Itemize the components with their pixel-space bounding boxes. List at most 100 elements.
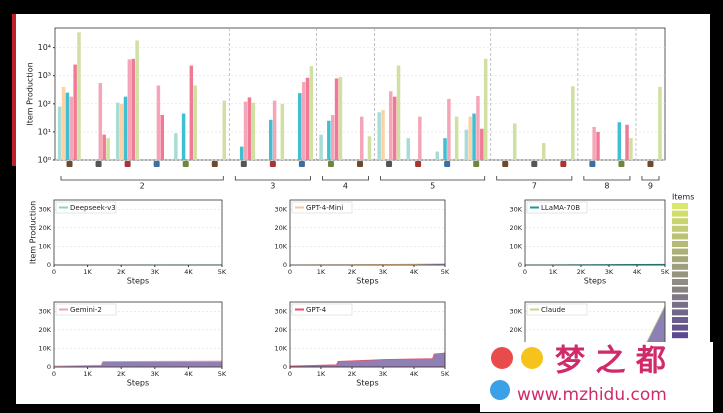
- x-tick-label: 4K: [184, 268, 193, 276]
- watermark-url: www.mzhidu.com: [517, 385, 667, 405]
- group-label: 3: [270, 182, 275, 191]
- group-label: 5: [430, 182, 435, 191]
- bar: [251, 102, 256, 160]
- item-icon: [95, 161, 102, 167]
- group-bracket: [496, 176, 573, 181]
- bar: [77, 32, 81, 160]
- item-icon: [473, 161, 480, 167]
- bar: [193, 85, 197, 160]
- item-icon: [357, 161, 363, 167]
- x-tick-label: 3K: [605, 268, 614, 276]
- x-tick-label: 1K: [317, 268, 326, 276]
- y-tick-label: 10³: [38, 71, 51, 80]
- bar: [381, 110, 385, 160]
- bar: [625, 124, 629, 160]
- y-tick-label: 0: [47, 363, 51, 371]
- bar: [160, 114, 165, 160]
- bar: [472, 113, 476, 160]
- edge-bar: [12, 14, 16, 166]
- x-tick-label: 5K: [441, 370, 450, 378]
- x-tick-label: 2K: [348, 268, 357, 276]
- legend-swatch: [672, 248, 688, 255]
- group-label: 4: [343, 182, 348, 191]
- group-bracket: [322, 176, 369, 181]
- legend-label: LLaMA-70B: [541, 204, 580, 212]
- legend-swatch: [672, 263, 688, 270]
- legend-swatch: [672, 225, 688, 232]
- bar: [106, 138, 110, 160]
- x-tick-label: 2K: [117, 370, 126, 378]
- y-tick-label: 20K: [274, 224, 287, 232]
- x-tick-label: 4K: [410, 268, 419, 276]
- x-tick-label: 5K: [218, 268, 227, 276]
- item-icon: [240, 161, 247, 167]
- x-tick-label: 0: [288, 268, 292, 276]
- bar: [272, 100, 277, 160]
- y-tick-label: 20K: [274, 326, 287, 334]
- bar: [135, 40, 139, 161]
- item-icon: [589, 161, 596, 167]
- bar: [156, 85, 161, 160]
- x-axis-label: Steps: [356, 379, 378, 388]
- bar: [327, 120, 331, 160]
- group-label: 7: [532, 182, 537, 191]
- y-tick-label: 30K: [509, 205, 522, 213]
- x-tick-label: 1K: [317, 370, 326, 378]
- y-tick-label: 10K: [274, 242, 287, 250]
- plot-frame: [524, 199, 666, 266]
- y-tick-label: 10K: [38, 344, 51, 352]
- x-tick-label: 5K: [441, 268, 450, 276]
- legend-swatch: [672, 286, 688, 293]
- bar: [73, 64, 77, 160]
- bar: [119, 103, 124, 160]
- legend-title: Items: [672, 193, 694, 202]
- legend-box: [526, 303, 588, 316]
- x-tick-label: 3K: [151, 370, 160, 378]
- x-tick-label: 5K: [218, 370, 227, 378]
- group-bracket: [380, 176, 486, 181]
- plot-frame: [289, 199, 446, 266]
- group-bracket: [641, 176, 660, 181]
- y-tick-label: 0: [283, 261, 287, 269]
- legend-label: Gemini-2: [70, 306, 102, 314]
- item-icon: [386, 161, 393, 167]
- bar: [443, 138, 447, 160]
- item-icon: [618, 161, 625, 167]
- bar: [367, 136, 372, 160]
- legend-label: GPT-4: [306, 306, 327, 314]
- y-tick-label: 30K: [509, 307, 522, 315]
- bar: [65, 92, 70, 160]
- bar: [330, 114, 335, 160]
- bar: [480, 128, 484, 160]
- legend-box: [526, 201, 588, 214]
- legend-swatch: [672, 317, 688, 323]
- legend-box: [291, 303, 353, 316]
- item-icon: [182, 161, 189, 167]
- y-tick-label: 10²: [38, 99, 51, 108]
- bar: [61, 86, 66, 160]
- bar: [123, 96, 128, 160]
- x-tick-label: 1K: [83, 268, 92, 276]
- watermark-logo: [521, 347, 543, 369]
- x-tick-label: 4K: [184, 370, 193, 378]
- bar: [476, 95, 480, 160]
- bar: [239, 146, 244, 160]
- bar: [301, 81, 306, 160]
- legend-swatch: [672, 203, 688, 209]
- bar: [629, 138, 633, 160]
- y-tick-label: 30K: [274, 205, 287, 213]
- group-label: 2: [140, 182, 145, 191]
- x-tick-label: 0: [523, 268, 527, 276]
- y-axis-label: Item Production: [29, 201, 38, 264]
- bar: [189, 65, 194, 160]
- bar: [592, 126, 596, 160]
- legend-swatch: [672, 294, 688, 301]
- x-tick-label: 4K: [410, 370, 419, 378]
- y-tick-label: 10⁴: [38, 43, 51, 52]
- legend-swatch: [672, 332, 688, 339]
- y-tick-label: 0: [283, 363, 287, 371]
- x-axis-label: Steps: [584, 277, 606, 286]
- watermark-logo: [491, 347, 513, 369]
- legend-swatch: [672, 279, 688, 285]
